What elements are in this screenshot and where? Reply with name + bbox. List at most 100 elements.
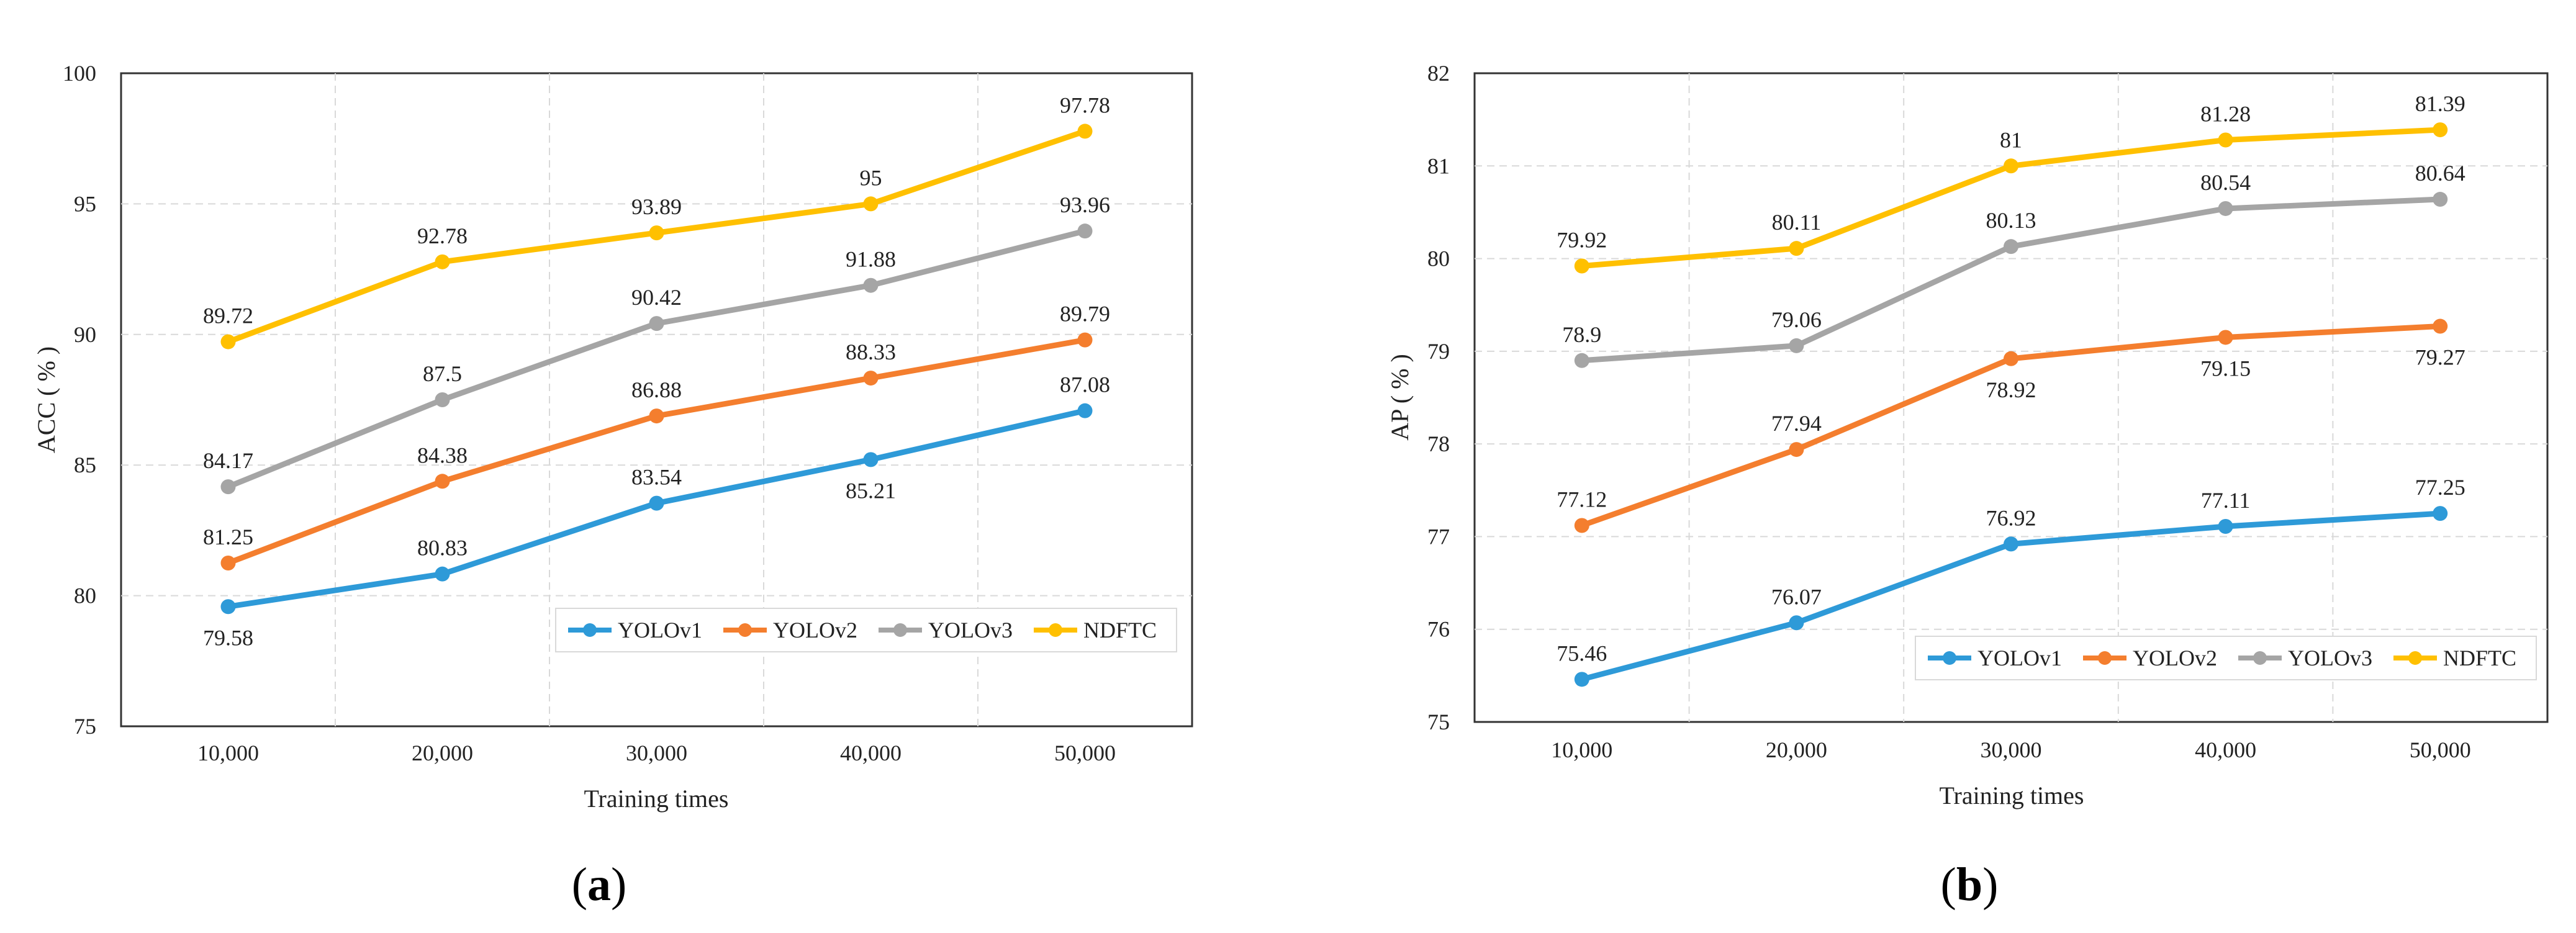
chart-acc: 75 80 85 90 95 100 10,000 20,000 30,000 40,000 50… [32, 61, 1193, 911]
y-tick-label: 77 [1427, 524, 1450, 549]
data-label-yolov1: 77.11 [2201, 488, 2251, 513]
data-labels: 75.46 76.07 76.92 77.11 77.25 77.12 77.94 78.92… [1557, 91, 2465, 665]
point-ndftc [2433, 122, 2448, 138]
point-yolov1 [649, 495, 664, 511]
y-tick-labels: 75 80 85 90 95 100 [63, 61, 96, 739]
series-points [1574, 122, 2448, 687]
legend-label-yolov1: YOLOv1 [618, 618, 702, 642]
point-yolov3 [863, 277, 879, 293]
data-label-yolov2: 79.27 [2415, 345, 2465, 370]
x-tick-label: 30,000 [626, 741, 687, 765]
y-tick-label: 80 [74, 584, 96, 608]
y-tick-label: 75 [1427, 710, 1450, 734]
x-tick-label: 10,000 [197, 741, 259, 765]
data-label-yolov2: 81.25 [203, 525, 253, 549]
legend-marker-yolov2 [2098, 651, 2112, 665]
point-yolov3 [2433, 192, 2448, 207]
data-label-yolov2: 86.88 [631, 377, 682, 402]
data-label-yolov3: 79.06 [1771, 307, 1822, 332]
point-yolov2 [2004, 351, 2018, 366]
point-yolov1 [863, 452, 879, 467]
data-label-yolov3: 91.88 [846, 247, 896, 272]
data-label-yolov1: 77.25 [2415, 475, 2465, 500]
data-label-yolov1: 76.92 [1986, 505, 2036, 530]
legend-label-ndftc: NDFTC [1083, 618, 1157, 642]
data-label-yolov3: 93.96 [1060, 192, 1110, 217]
legend-marker-yolov2 [738, 623, 752, 637]
data-label-ndftc: 93.89 [631, 194, 682, 219]
point-ndftc [2218, 132, 2233, 148]
y-tick-label: 85 [74, 453, 96, 477]
x-tick-label: 20,000 [412, 741, 473, 765]
y-tick-labels: 75 76 77 78 79 80 81 82 [1427, 61, 1450, 734]
data-label-yolov1: 75.46 [1557, 641, 1607, 665]
legend-label-yolov1: YOLOv1 [1977, 646, 2062, 670]
y-tick-label: 76 [1427, 617, 1450, 642]
data-label-yolov3: 80.13 [1986, 208, 2036, 233]
point-yolov1 [2433, 506, 2448, 521]
x-tick-label: 40,000 [840, 741, 902, 765]
legend-marker-ndftc [2408, 651, 2422, 665]
point-yolov1 [1789, 615, 1804, 631]
chart-ap: 75 76 77 78 79 80 81 82 10,000 20,000 30,000 40,00… [1386, 61, 2549, 911]
point-yolov2 [649, 408, 664, 424]
data-label-yolov2: 77.12 [1557, 487, 1607, 512]
point-yolov2 [220, 556, 236, 570]
data-label-yolov1: 83.54 [631, 465, 682, 490]
x-tick-labels: 10,000 20,000 30,000 40,000 50,000 [1551, 737, 2470, 762]
legend-marker-yolov1 [583, 623, 597, 637]
point-yolov2 [2218, 330, 2233, 345]
y-tick-label: 100 [63, 61, 96, 86]
point-yolov3 [649, 316, 664, 331]
point-yolov2 [1574, 518, 1589, 533]
data-label-yolov2: 77.94 [1771, 411, 1822, 436]
point-yolov3 [1574, 353, 1589, 368]
y-tick-label: 81 [1427, 153, 1450, 178]
point-yolov2 [435, 474, 450, 489]
data-label-ndftc: 89.72 [203, 304, 253, 328]
legend-label-yolov3: YOLOv3 [2288, 646, 2372, 670]
point-yolov3 [2218, 201, 2233, 216]
point-yolov1 [2218, 519, 2233, 534]
point-ndftc [1077, 124, 1093, 139]
data-label-yolov2: 88.33 [846, 340, 896, 364]
point-ndftc [649, 225, 664, 241]
y-tick-label: 80 [1427, 246, 1450, 271]
legend-marker-ndftc [1049, 623, 1062, 637]
legend-label-yolov3: YOLOv3 [928, 618, 1013, 642]
point-ndftc [220, 334, 236, 349]
panel-label: (a) [572, 859, 627, 911]
legend: YOLOv1 YOLOv2 YOLOv3 NDFTC [555, 608, 1177, 652]
y-axis-label: ACC ( % ) [32, 346, 60, 453]
point-yolov1 [1077, 403, 1093, 418]
data-label-ndftc: 92.78 [417, 223, 468, 248]
point-ndftc [863, 196, 879, 212]
data-label-yolov1: 79.58 [203, 625, 253, 650]
data-label-yolov1: 76.07 [1771, 584, 1822, 609]
x-tick-labels: 10,000 20,000 30,000 40,000 50,000 [197, 741, 1116, 765]
x-axis-label: Training times [584, 785, 729, 813]
y-tick-label: 82 [1427, 61, 1450, 86]
data-label-yolov3: 78.9 [1562, 322, 1601, 347]
legend-marker-yolov3 [2253, 651, 2267, 665]
point-yolov2 [1789, 442, 1804, 457]
y-tick-label: 78 [1427, 431, 1450, 456]
x-axis-label: Training times [1940, 782, 2084, 809]
x-tick-label: 50,000 [1054, 741, 1116, 765]
data-label-yolov3: 80.64 [2415, 161, 2465, 186]
data-label-yolov3: 84.17 [203, 448, 253, 473]
panel-label: (b) [1941, 859, 1999, 911]
data-label-yolov3: 90.42 [631, 285, 682, 310]
data-label-yolov1: 87.08 [1060, 372, 1110, 397]
data-label-ndftc: 81 [2000, 127, 2022, 152]
point-yolov1 [220, 599, 236, 615]
x-tick-label: 30,000 [1981, 737, 2042, 762]
x-tick-label: 50,000 [2410, 737, 2471, 762]
x-tick-label: 40,000 [2195, 737, 2256, 762]
point-yolov1 [1574, 672, 1589, 687]
legend-label-yolov2: YOLOv2 [773, 618, 857, 642]
point-ndftc [1574, 258, 1589, 274]
y-tick-label: 90 [74, 322, 96, 347]
y-tick-label: 79 [1427, 339, 1450, 364]
